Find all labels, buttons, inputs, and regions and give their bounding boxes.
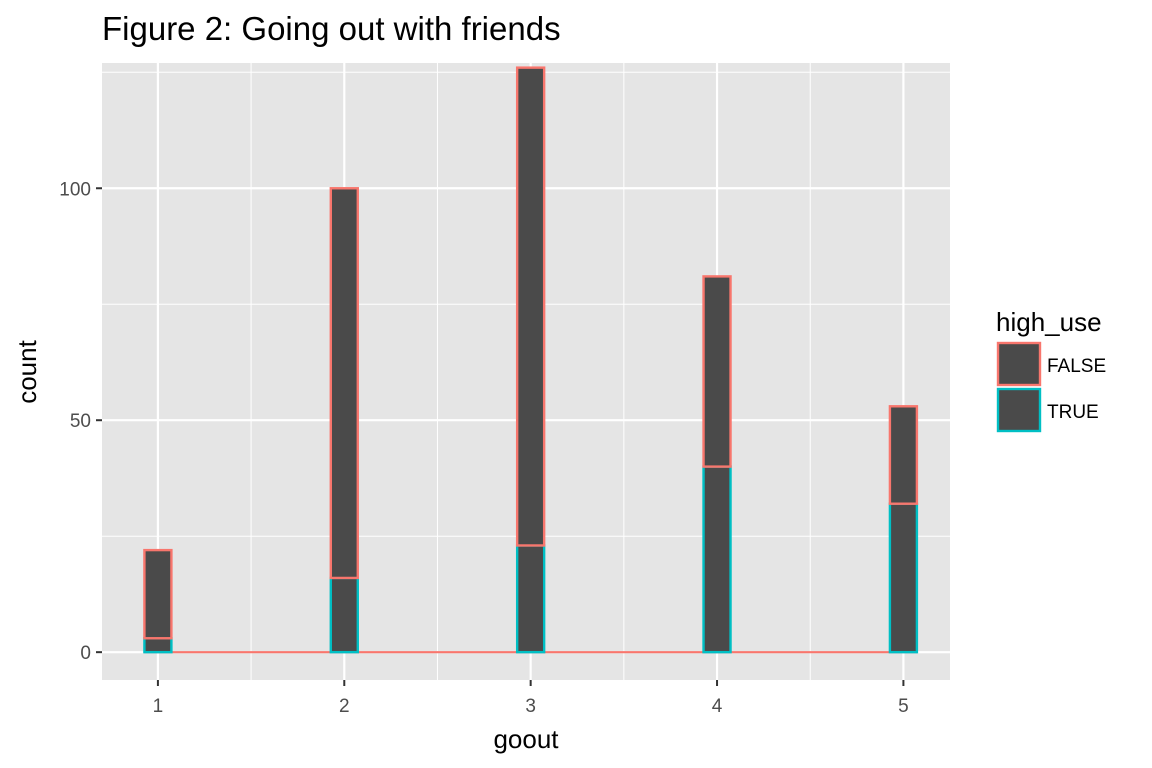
- chart-title: Figure 2: Going out with friends: [102, 10, 561, 47]
- legend-label-false: FALSE: [1047, 356, 1106, 377]
- bar-false: [702, 275, 732, 468]
- legend-items: FALSE TRUE: [996, 341, 1106, 433]
- bar-true: [143, 637, 173, 654]
- bar-true: [888, 502, 919, 654]
- bar-true: [515, 544, 546, 654]
- y-tick-label: 100: [59, 179, 91, 200]
- x-tick-label: 3: [525, 696, 536, 717]
- legend-key-true: [996, 387, 1042, 433]
- bar-true: [329, 576, 359, 654]
- bar-false: [515, 66, 546, 547]
- x-tick-label: 2: [339, 696, 350, 717]
- legend-label-true: TRUE: [1047, 402, 1099, 423]
- y-axis-title: count: [12, 339, 42, 403]
- x-axis-ticks: 1 2 3 4 5: [153, 680, 909, 717]
- bar-true: [702, 465, 732, 654]
- legend-title: high_use: [996, 307, 1102, 337]
- x-tick-label: 5: [898, 696, 909, 717]
- x-tick-label: 4: [712, 696, 723, 717]
- x-axis-title: goout: [493, 724, 559, 754]
- y-axis-ticks: 0 50 100: [59, 179, 102, 664]
- bar-false: [329, 187, 359, 580]
- y-tick-label: 50: [70, 411, 91, 432]
- legend-key-false: [996, 341, 1042, 387]
- bar-false: [143, 548, 173, 640]
- legend: high_use FALSE TRUE: [996, 307, 1106, 433]
- bar-false: [888, 405, 919, 505]
- y-tick-label: 0: [80, 643, 91, 664]
- bars: [143, 66, 919, 654]
- x-tick-label: 1: [153, 696, 164, 717]
